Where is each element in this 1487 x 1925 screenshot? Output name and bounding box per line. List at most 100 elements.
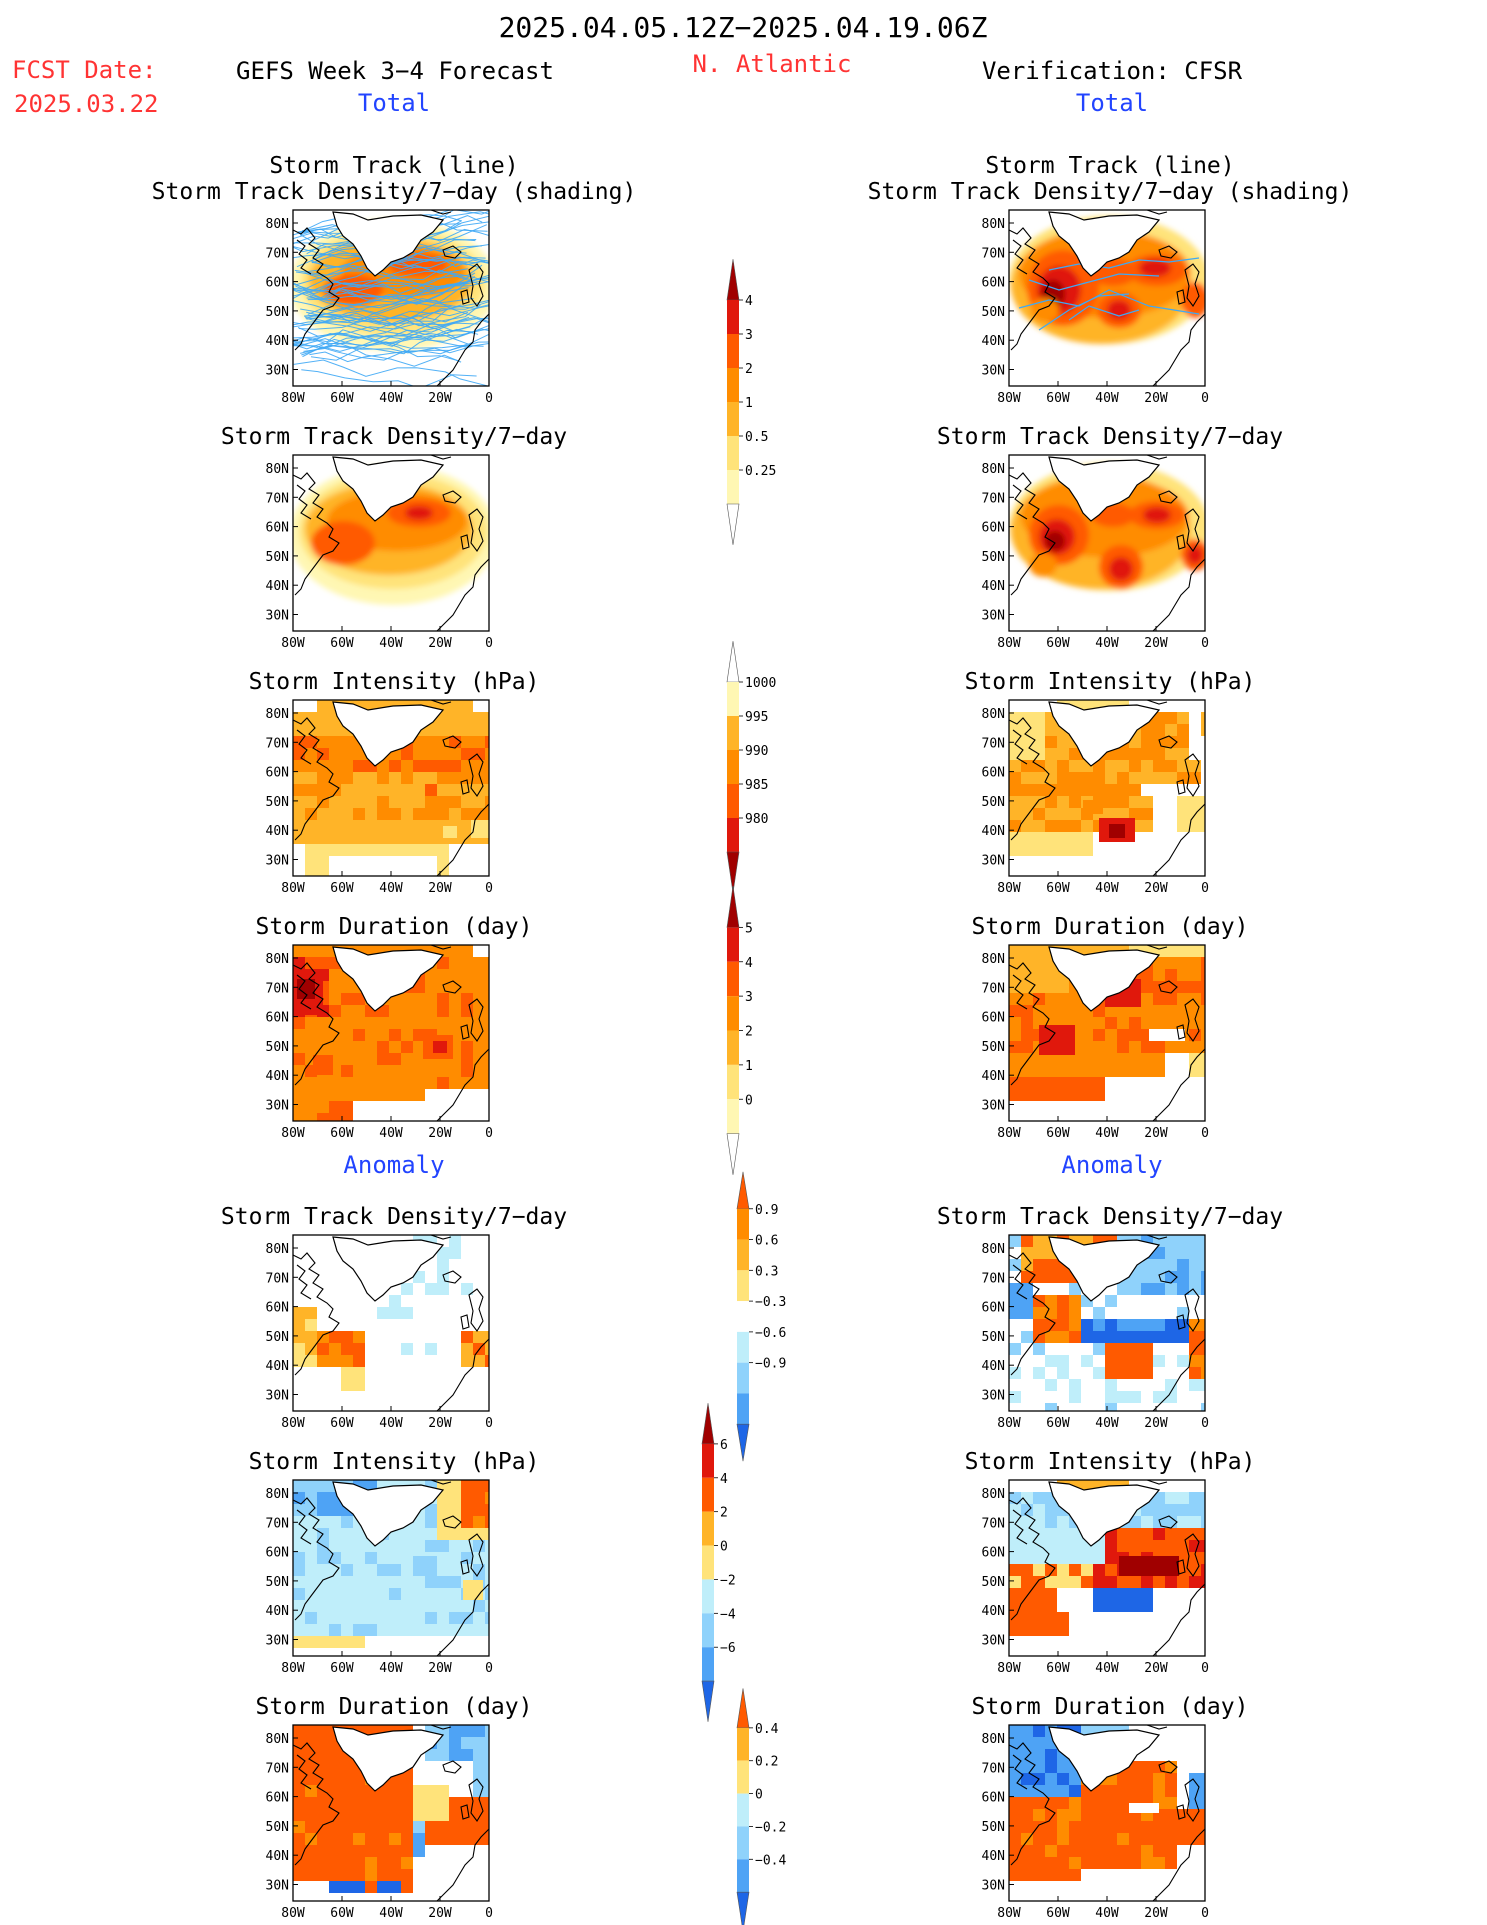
colorbar-label: 0 (745, 1093, 753, 1108)
colorbar-label: 0.4 (755, 1722, 779, 1737)
greenland-outline (332, 701, 445, 767)
lon-tick-label: 40W (379, 636, 403, 651)
lat-tick-label: 50N (266, 550, 289, 565)
lon-tick-label: 40W (1095, 1661, 1119, 1676)
lat-tick-label: 80N (982, 1732, 1005, 1747)
map-panel-verification-storm-intensity-anomaly: Storm Intensity (hPa) 80N 70N 60N 50N 40N 30N 8… (965, 1449, 1256, 1676)
colorbar-label: −4 (720, 1607, 736, 1622)
lon-tick-label: 60W (1046, 391, 1070, 406)
colorbar-label: −0.4 (755, 1853, 786, 1868)
panel-title: Storm Duration (day) (256, 914, 533, 940)
lat-tick-label: 50N (266, 305, 289, 320)
lat-tick-label: 60N (266, 521, 289, 536)
lat-tick-label: 80N (266, 1487, 289, 1502)
lat-tick-label: 30N (266, 1099, 289, 1114)
lat-tick-label: 50N (982, 305, 1005, 320)
lon-tick-label: 20W (1144, 1126, 1168, 1141)
lat-tick-label: 80N (266, 217, 289, 232)
lon-tick-label: 80W (997, 1661, 1021, 1676)
greenland-outline (1048, 456, 1161, 522)
lat-tick-label: 70N (266, 1271, 289, 1286)
colorbar-label: 980 (745, 812, 768, 827)
colorbar-label: −0.6 (755, 1326, 786, 1341)
panel-title: Storm Duration (day) (256, 1694, 533, 1720)
lat-tick-label: 70N (266, 981, 289, 996)
panel-title: Storm Track Density/7−day (shading) (152, 179, 637, 205)
shaded-field (1009, 216, 1205, 344)
colorbar-label: 0 (720, 1540, 728, 1555)
lat-tick-label: 50N (266, 1040, 289, 1055)
lon-tick-label: 20W (1144, 881, 1168, 896)
lat-tick-label: 70N (982, 246, 1005, 261)
lat-tick-label: 80N (982, 1242, 1005, 1257)
lat-tick-label: 30N (266, 1634, 289, 1649)
lon-tick-label: 80W (997, 1906, 1021, 1921)
lat-tick-label: 70N (266, 246, 289, 261)
colorbar-label: −0.3 (755, 1295, 786, 1310)
panel-title: Storm Intensity (hPa) (249, 1449, 540, 1475)
lat-tick-label: 30N (982, 609, 1005, 624)
colorbar-label: 0.3 (755, 1264, 778, 1279)
lat-tick-label: 50N (982, 795, 1005, 810)
colorbar-label: 1 (745, 1059, 753, 1074)
lon-tick-label: 60W (1046, 1126, 1070, 1141)
lon-tick-label: 40W (1095, 391, 1119, 406)
lat-tick-label: 80N (266, 707, 289, 722)
greenland-outline (332, 1726, 445, 1792)
lat-tick-label: 40N (266, 824, 289, 839)
lat-tick-label: 80N (982, 462, 1005, 477)
colorbar-label: 6 (720, 1438, 728, 1453)
map-panel-forecast-storm-intensity-anomaly: Storm Intensity (hPa) 80N 70N 60N 50N 40N 30N 8… (249, 1449, 540, 1676)
lon-tick-label: 20W (1144, 1661, 1168, 1676)
lon-tick-label: 20W (428, 1661, 452, 1676)
lat-tick-label: 60N (266, 766, 289, 781)
lat-tick-label: 70N (266, 1516, 289, 1531)
panel-title: Storm Track Density/7−day (937, 1204, 1283, 1230)
lat-tick-label: 50N (982, 1040, 1005, 1055)
panel-title: Storm Track (line) (985, 153, 1234, 179)
colorbar-label: 0.5 (745, 430, 768, 445)
lon-tick-label: 80W (997, 636, 1021, 651)
lat-tick-label: 40N (982, 579, 1005, 594)
lat-tick-label: 80N (266, 1242, 289, 1257)
panel-title: Storm Intensity (hPa) (965, 669, 1256, 695)
lon-tick-label: 0 (1201, 1906, 1209, 1921)
lon-tick-label: 40W (1095, 881, 1119, 896)
lon-tick-label: 0 (1201, 1126, 1209, 1141)
lon-tick-label: 80W (997, 881, 1021, 896)
panel-title: Storm Track (line) (269, 153, 518, 179)
lat-tick-label: 40N (982, 1359, 1005, 1374)
lat-tick-label: 40N (266, 1359, 289, 1374)
map-panel-forecast-track-density-line: Storm Track (line)Storm Track Density/7−… (152, 153, 637, 406)
lat-tick-label: 50N (982, 550, 1005, 565)
lon-tick-label: 60W (1046, 636, 1070, 651)
colorbar-label: 0.6 (755, 1234, 778, 1249)
lat-tick-label: 80N (266, 462, 289, 477)
lon-tick-label: 0 (485, 1906, 493, 1921)
lat-tick-label: 30N (982, 1389, 1005, 1404)
panel-title: Storm Track Density/7−day (shading) (868, 179, 1353, 205)
lat-tick-label: 70N (266, 491, 289, 506)
lon-tick-label: 20W (428, 881, 452, 896)
lon-tick-label: 80W (281, 1126, 305, 1141)
map-panel-verification-track-density-line: Storm Track (line)Storm Track Density/7−… (868, 153, 1353, 406)
lon-tick-label: 80W (281, 1906, 305, 1921)
lon-tick-label: 40W (379, 1416, 403, 1431)
verification-title: Verification: CFSR (982, 57, 1243, 85)
panel-title: Storm Duration (day) (972, 914, 1249, 940)
lon-tick-label: 0 (1201, 881, 1209, 896)
lat-tick-label: 80N (982, 952, 1005, 967)
shaded-field (293, 465, 489, 605)
lat-tick-label: 30N (982, 1879, 1005, 1894)
lat-tick-label: 30N (982, 364, 1005, 379)
colorbar-label: 2 (745, 1025, 753, 1040)
colorbar-density-total: 4 3 2 1 0.5 0.25 (726, 259, 776, 545)
colorbar-intensity-total: 1000 995 990 985 980 (726, 641, 776, 893)
colorbar-label: 2 (720, 1506, 728, 1521)
lat-tick-label: 80N (982, 1487, 1005, 1502)
lon-tick-label: 0 (485, 881, 493, 896)
greenland-outline (332, 1236, 445, 1302)
colorbar-label: 4 (745, 956, 753, 971)
lat-tick-label: 50N (266, 795, 289, 810)
